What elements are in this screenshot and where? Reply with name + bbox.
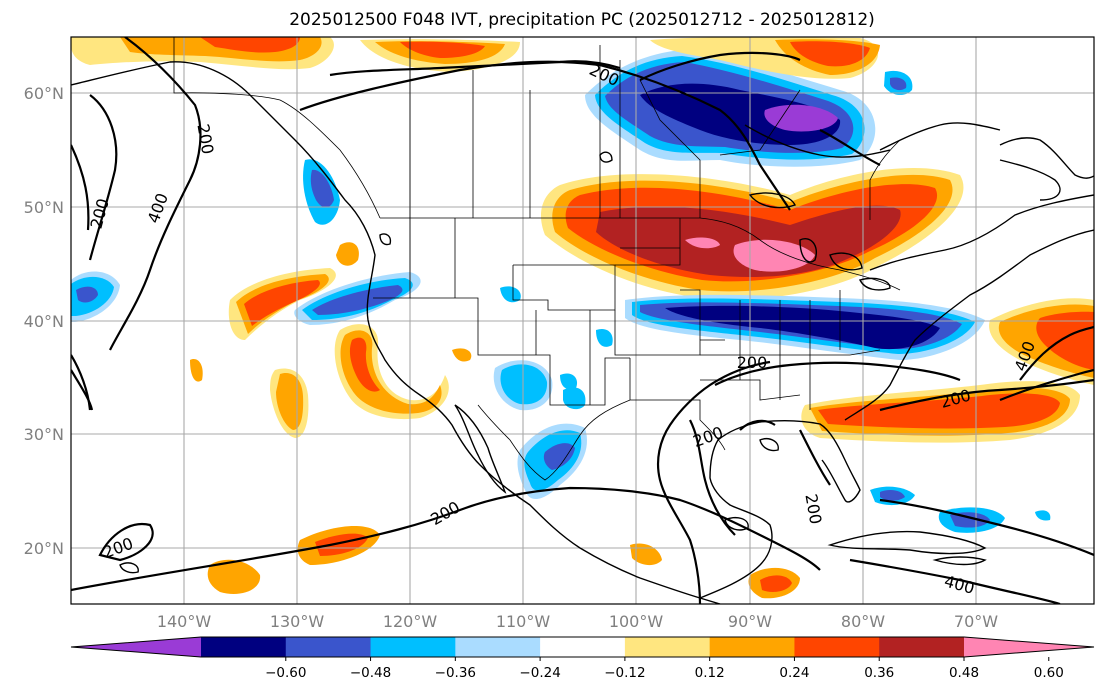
map-panel: 200 400 200 400 200 200 200 400 200 200 … (70, 36, 1095, 605)
colorbar: −0.60 −0.48 −0.36 −0.24 −0.12 0.12 0.24 0.36 0.4… (70, 636, 1095, 681)
colorbar-tick-label: 0.60 (1034, 665, 1064, 681)
lat-label: 20°N (24, 539, 64, 558)
colorbar-segment (794, 637, 880, 657)
colorbar-segment (370, 637, 456, 657)
colorbar-tick-label: 0.36 (864, 665, 894, 681)
colorbar-tick-label: −0.60 (265, 665, 306, 681)
ivt-contours (71, 37, 1094, 604)
colorbar-tick-label: −0.48 (350, 665, 391, 681)
colorbar-tick-label: −0.12 (604, 665, 645, 681)
colorbar-extend-min (71, 637, 201, 657)
precip-shading (71, 37, 1094, 599)
colorbar-outline (70, 636, 1095, 658)
lat-label: 50°N (24, 198, 64, 217)
colorbar-segment (455, 637, 541, 657)
map-frame (70, 36, 1095, 605)
lon-label: 90°W (728, 612, 772, 631)
map-title: 2025012500 F048 IVT, precipitation PC (2… (289, 10, 875, 30)
colorbar-tick-label: 0.24 (779, 665, 809, 681)
colorbar-tick-label: 0.48 (949, 665, 979, 681)
colorbar-tick-label: 0.12 (695, 665, 725, 681)
lon-label: 110°W (496, 612, 551, 631)
lat-label: 30°N (24, 425, 64, 444)
colorbar-tick-label: −0.36 (435, 665, 476, 681)
lon-label: 140°W (157, 612, 212, 631)
contour-label: 200 (737, 353, 768, 372)
political-borders (173, 37, 901, 481)
colorbar-segment (285, 637, 372, 657)
colorbar-segment (201, 637, 287, 657)
colorbar-extend-max (964, 637, 1094, 657)
lon-label: 70°W (954, 612, 998, 631)
colorbar-tick-label: −0.24 (519, 665, 560, 681)
graticule (71, 37, 1094, 604)
colorbar-segment (624, 637, 711, 657)
lon-label: 100°W (609, 612, 664, 631)
colorbar-segment (879, 637, 965, 657)
lat-label: 40°N (24, 312, 64, 331)
lon-label: 130°W (270, 612, 325, 631)
colorbar-segment (709, 637, 795, 657)
longitude-labels: 140°W 130°W 120°W 110°W 100°W 90°W 80°W … (157, 612, 998, 631)
colorbar-segment (540, 637, 626, 657)
latitude-labels: 60°N 50°N 40°N 30°N 20°N (24, 84, 64, 558)
lon-label: 120°W (383, 612, 438, 631)
lat-label: 60°N (24, 84, 64, 103)
lon-label: 80°W (841, 612, 885, 631)
